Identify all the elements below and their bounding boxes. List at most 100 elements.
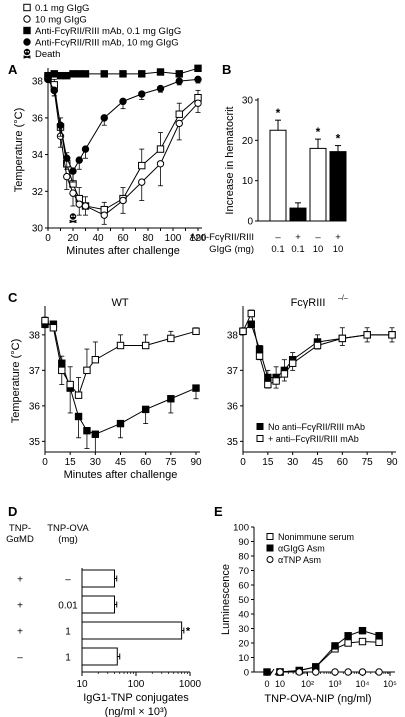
y-tick-label-2: 37 [29, 366, 41, 377]
legend-label-1: 10 mg GIgG [35, 15, 87, 26]
x-tick-label-2: 30 [287, 457, 299, 468]
bar-group-1 [289, 202, 307, 222]
y-tick-label-1: 10 [238, 653, 249, 664]
x-tick-label-2: 20 [67, 233, 79, 244]
legend-marker-0 [23, 3, 31, 12]
data-point-1-7 [100, 211, 108, 219]
y-tick-label-3: 36 [32, 113, 44, 124]
x-axis-units: (ng/ml × 10³) [105, 706, 168, 717]
data-point-2-5 [75, 70, 83, 78]
x-tick-label-5: 10⁵ [383, 679, 397, 689]
data-point-0-5 [358, 637, 367, 646]
legend-marker-2 [266, 556, 274, 563]
bar-0 [269, 129, 287, 222]
x-tick-label-3: 45 [312, 457, 324, 468]
series-1 [276, 626, 383, 676]
y-tick-label-0: 0 [244, 668, 249, 679]
chart-title: WT [111, 297, 128, 309]
legend-marker-0 [256, 423, 264, 430]
y-tick-label-3: 30 [238, 624, 249, 635]
series-line-0 [279, 641, 380, 673]
y-tick-label-2: 20 [238, 639, 249, 650]
legend-marker-1 [256, 435, 264, 442]
data-point-2-0 [276, 668, 284, 676]
skull-bone-2 [69, 219, 77, 224]
skull-eye-right [73, 215, 75, 217]
data-point-1-5 [280, 370, 289, 378]
data-point-2-9 [138, 70, 146, 78]
antibody-label-3: + [335, 232, 341, 243]
y-tick-label-8: 80 [238, 552, 249, 563]
row-label-gigg: GIgG (mg) [209, 244, 254, 255]
y-tick-label-10: 100 [233, 523, 249, 534]
data-point-2-8 [119, 70, 127, 78]
data-point-1-1 [49, 324, 58, 332]
x-axis-label: IgG1-TNP conjugates [83, 692, 189, 704]
data-point-0-6 [91, 430, 100, 438]
legend-marker-1 [266, 544, 274, 552]
y-tick-label-9: 90 [238, 537, 249, 548]
data-point-1-0 [41, 316, 49, 325]
tnp-gamd-label-1: + [17, 601, 23, 612]
x-tick-label-1: 100 [128, 679, 145, 690]
bar-2 [81, 621, 183, 640]
bar-row-3 [81, 647, 121, 666]
chart-title-superscript: –/– [338, 295, 348, 302]
x-tick-label-2: 30 [90, 457, 102, 468]
data-point-1-1 [247, 309, 255, 318]
gigg-label-1: 0.1 [291, 244, 304, 255]
panel-letter-d: D [8, 504, 17, 519]
y-axis-label: Temperature (°C) [10, 339, 22, 423]
x-tick-label-6: 60 [117, 233, 129, 244]
legend-marker-2 [23, 26, 31, 35]
gigg-label-0: 0.1 [271, 244, 284, 255]
data-point-1-3 [264, 380, 272, 389]
skull-eye-left [25, 50, 27, 53]
data-point-2-4 [344, 668, 352, 676]
x-axis-label: Minutes after challenge [66, 245, 180, 257]
data-point-0-10 [156, 145, 165, 153]
bar-2 [309, 147, 327, 222]
data-point-1-10 [192, 327, 200, 336]
data-point-1-5 [83, 366, 91, 375]
data-point-3-5 [75, 156, 83, 164]
x-tick-label-5: 75 [362, 457, 374, 468]
x-tick-label-10: 100 [165, 233, 182, 244]
x-tick-label-3: 45 [115, 457, 127, 468]
bar-1 [81, 595, 116, 614]
data-point-0-9 [138, 161, 146, 170]
antibody-label-2: – [315, 232, 321, 243]
antibody-label-0: – [275, 232, 281, 243]
y-tick-label-4: 38 [32, 77, 44, 88]
series-1 [239, 309, 396, 389]
data-point-2-1 [50, 70, 58, 78]
data-point-1-2 [255, 352, 264, 360]
data-point-0-11 [175, 110, 183, 118]
skull-bone-2 [23, 55, 31, 59]
x-tick-label-4: 60 [337, 457, 349, 468]
data-point-1-4 [344, 632, 352, 640]
data-point-1-3 [63, 172, 71, 181]
skull-head [69, 213, 77, 220]
data-point-1-9 [167, 334, 175, 343]
tnp-gamd-label-0: + [17, 575, 23, 586]
y-tick-label-0: 35 [227, 437, 239, 448]
column-label-tnp-ova-line2: (mg) [58, 534, 78, 545]
data-point-1-7 [313, 341, 322, 350]
series-line-3 [47, 78, 199, 173]
data-point-2-3 [331, 668, 339, 676]
series-0 [44, 73, 202, 214]
death-marker [69, 213, 77, 224]
data-point-3-1 [50, 86, 58, 95]
legend-label-3: Anti-FcγRII/RIII mAb, 10 mg GIgG [35, 38, 179, 49]
column-label-tnp-gamd-line2: GαMD [6, 534, 34, 545]
data-point-0-5 [83, 427, 91, 435]
data-point-0-4 [344, 639, 352, 647]
data-point-2-6 [375, 668, 383, 676]
legend-marker-1 [23, 15, 31, 23]
x-tick-label-4: 60 [140, 457, 152, 468]
data-point-2-4 [69, 70, 77, 78]
x-tick-label-0: 0 [240, 457, 246, 468]
